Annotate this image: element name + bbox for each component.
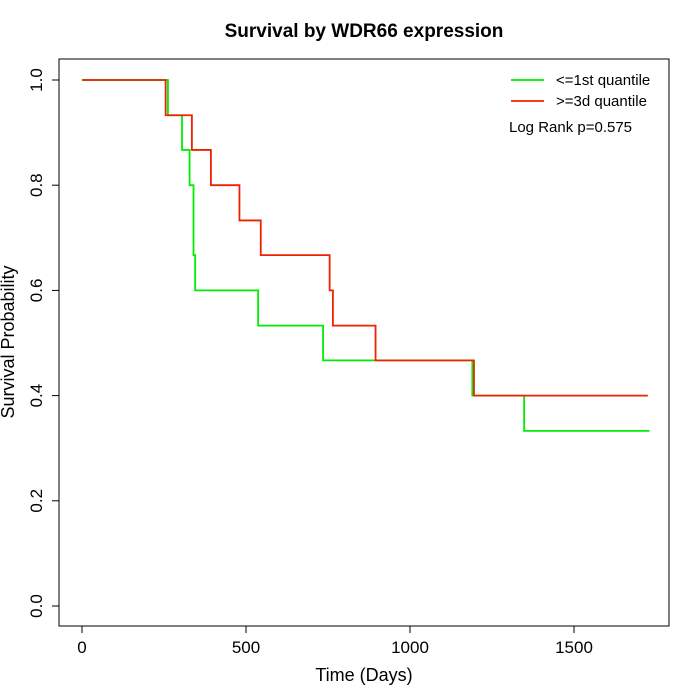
legend: <=1st quantile >=3d quantile — [511, 72, 650, 110]
x-axis-label: Time (Days) — [315, 665, 412, 685]
series-line-1 — [82, 79, 650, 432]
x-tick-label: 1000 — [391, 638, 429, 657]
y-axis-label: Survival Probability — [0, 265, 18, 418]
y-tick-label: 0.0 — [27, 594, 46, 618]
y-tick-label: 0.8 — [27, 173, 46, 197]
x-axis: 0 500 1000 1500 — [77, 625, 593, 657]
legend-label-2: >=3d quantile — [556, 93, 647, 110]
chart-title: Survival by WDR66 expression — [225, 21, 504, 42]
y-tick-label: 0.4 — [27, 384, 46, 408]
y-tick-label: 0.2 — [27, 489, 46, 513]
x-tick-label: 1500 — [555, 638, 593, 657]
series-line-2 — [82, 79, 648, 397]
y-tick-label: 0.6 — [27, 279, 46, 303]
plot-frame — [58, 58, 670, 627]
legend-label-1: <=1st quantile — [556, 72, 650, 89]
x-tick-label: 0 — [77, 638, 86, 657]
y-tick-label: 1.0 — [27, 68, 46, 92]
log-rank-annotation: Log Rank p=0.575 — [509, 119, 632, 136]
y-axis: 0.0 0.2 0.4 0.6 0.8 1.0 — [27, 68, 60, 618]
x-tick-label: 500 — [232, 638, 260, 657]
series-layer — [82, 79, 650, 432]
